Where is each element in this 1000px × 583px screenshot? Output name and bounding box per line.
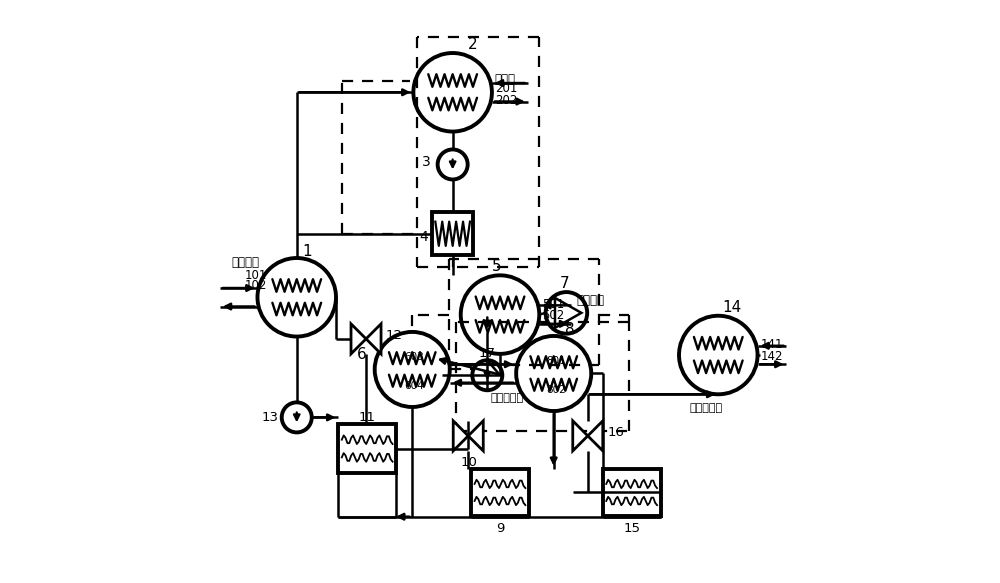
Text: 802: 802 (546, 385, 566, 395)
Text: 7: 7 (560, 276, 570, 291)
Text: 9: 9 (496, 522, 504, 535)
Text: 102: 102 (245, 279, 267, 292)
Polygon shape (366, 324, 381, 354)
Text: 101: 101 (245, 269, 267, 282)
Text: 5: 5 (492, 259, 502, 274)
Text: 加热热源: 加热热源 (231, 256, 259, 269)
Text: 第一供热端: 第一供热端 (689, 403, 723, 413)
Text: 13: 13 (262, 411, 279, 424)
Polygon shape (573, 421, 588, 451)
Bar (338, 424, 396, 473)
Text: 加热热源: 加热热源 (577, 294, 605, 307)
Text: 201: 201 (495, 82, 517, 95)
Text: 142: 142 (760, 350, 783, 363)
Text: 202: 202 (495, 94, 517, 107)
Text: 16: 16 (607, 427, 624, 440)
Polygon shape (351, 324, 366, 354)
Text: 15: 15 (623, 522, 640, 535)
Polygon shape (468, 421, 483, 451)
Polygon shape (453, 421, 468, 451)
Text: 2: 2 (468, 37, 478, 52)
Bar (432, 212, 473, 255)
Text: 502: 502 (542, 309, 564, 322)
Text: 11: 11 (359, 410, 376, 424)
Text: 603: 603 (405, 352, 424, 361)
Text: 3: 3 (421, 154, 430, 168)
Text: 12: 12 (386, 329, 403, 342)
Polygon shape (555, 298, 581, 328)
Polygon shape (588, 421, 603, 451)
Text: 141: 141 (760, 338, 783, 351)
Text: 冷却水: 冷却水 (495, 73, 516, 86)
Text: 501: 501 (542, 298, 564, 311)
Bar (471, 469, 529, 516)
Text: 17: 17 (478, 347, 495, 360)
Text: 6: 6 (357, 347, 367, 362)
Text: 第二供热端: 第二供热端 (490, 393, 523, 403)
Text: 801: 801 (546, 356, 566, 366)
Text: 14: 14 (722, 300, 741, 315)
Text: 604: 604 (405, 381, 424, 391)
Text: 4: 4 (419, 230, 428, 244)
Text: 1: 1 (303, 244, 312, 259)
Bar (603, 469, 661, 516)
Text: 8: 8 (565, 322, 575, 336)
Text: 10: 10 (461, 456, 478, 469)
